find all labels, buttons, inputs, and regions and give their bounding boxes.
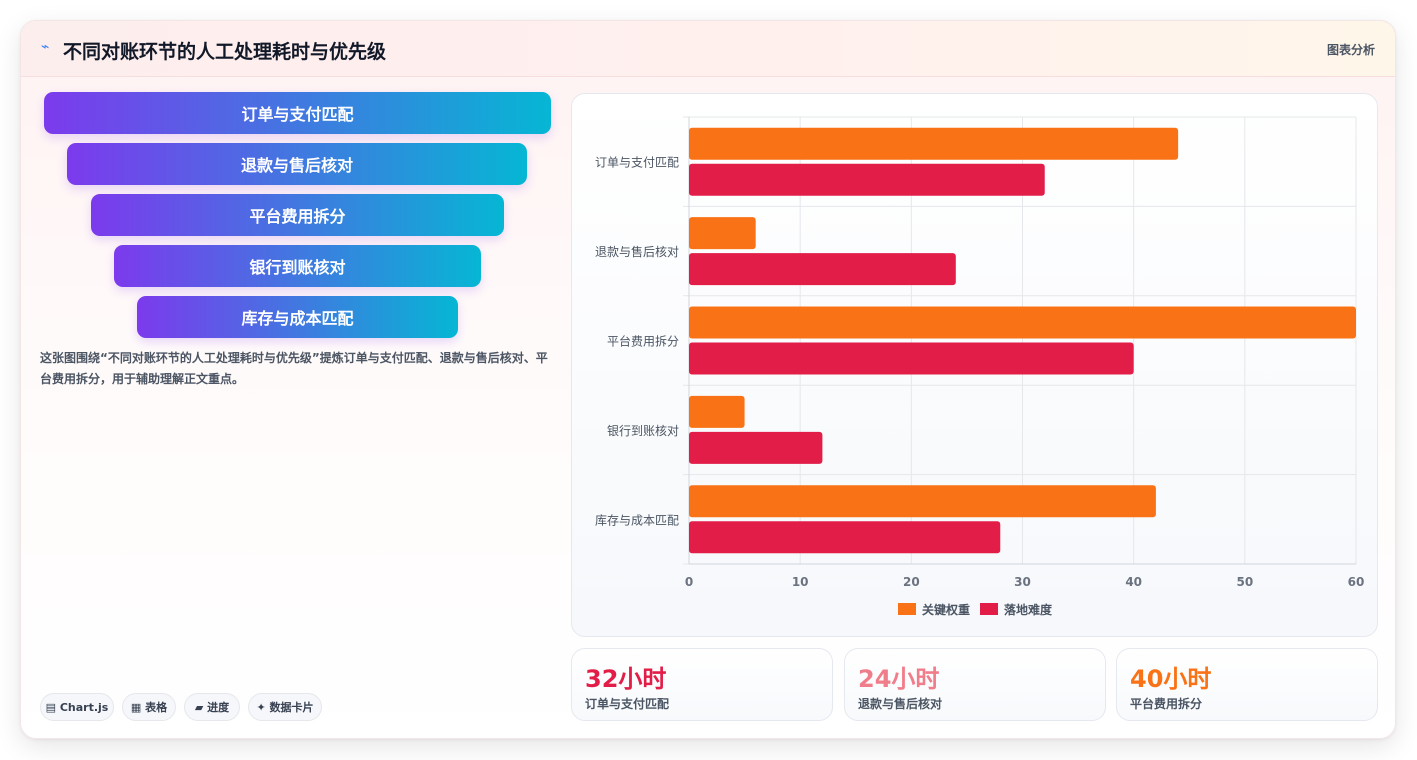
page-title: 不同对账环节的人工处理耗时与优先级 — [63, 41, 387, 63]
category-label: 退款与售后核对 — [595, 244, 679, 259]
funnel-step-5: 库存与成本匹配 — [137, 296, 458, 338]
bar-key-weight — [689, 127, 1179, 160]
bar-key-weight — [689, 217, 756, 250]
chart-panel: 订单与支付匹配 退款与售后核对平台费用拆分 银行到账核对库存与成本匹配 0 10 20 30… — [571, 93, 1378, 637]
category-label: 平台费用拆分 — [607, 334, 679, 349]
chart-description: 这张图围绕“不同对账环节的人工处理耗时与优先级”提炼订单与支付匹配、退款与售后核… — [40, 351, 548, 386]
x-tick-label: 50 — [1236, 575, 1253, 589]
bar-difficulty — [689, 163, 1045, 196]
legend-label: 关键权重 — [922, 602, 970, 617]
category-label: 银行到账核对 — [607, 424, 679, 438]
bar-key-weight — [689, 395, 745, 428]
bar-difficulty — [689, 253, 956, 286]
stat-label: 订单与支付匹配 — [585, 697, 670, 711]
bar-key-weight — [689, 306, 1356, 339]
bar-key-weight — [689, 485, 1156, 518]
chip-data-card[interactable]: ✦ 数据卡片 — [248, 693, 322, 721]
x-tick-label: 30 — [1014, 575, 1031, 589]
legend-swatch — [898, 603, 916, 615]
legend-label: 落地难度 — [1004, 602, 1053, 617]
x-tick-label: 20 — [903, 575, 920, 589]
stat-value: 40小时 — [1130, 665, 1212, 693]
category-label: 库存与成本匹配 — [595, 512, 679, 527]
funnel-step-3: 平台费用拆分 — [91, 194, 504, 236]
bar-difficulty — [689, 342, 1134, 375]
report-card: ⌁ 不同对账环节的人工处理耗时与优先级 图表分析 订单与支付匹配 退款与售后核对… — [20, 20, 1396, 739]
section-tag: 图表分析 — [1326, 43, 1375, 57]
chip-progress[interactable]: ▰ 进度 — [184, 693, 240, 721]
stat-label: 平台费用拆分 — [1130, 697, 1203, 711]
stat-value: 24小时 — [858, 665, 940, 693]
funnel-step-4: 银行到账核对 — [114, 245, 481, 287]
funnel-step-2: 退款与售后核对 — [67, 143, 527, 185]
category-label: 订单与支付匹配 — [595, 156, 679, 170]
x-tick-label: 10 — [792, 575, 809, 589]
stat-card-1: 32小时 订单与支付匹配 — [571, 648, 833, 721]
card-header: ⌁ 不同对账环节的人工处理耗时与优先级 图表分析 — [21, 21, 1395, 77]
bar-difficulty — [689, 431, 823, 464]
stat-card-3: 40小时 平台费用拆分 — [1116, 648, 1378, 721]
x-tick-label: 60 — [1348, 575, 1365, 589]
x-tick-label: 0 — [685, 575, 693, 589]
stat-value: 32小时 — [585, 665, 667, 693]
chip-table[interactable]: ▦ 表格 — [122, 693, 176, 721]
x-tick-label: 40 — [1125, 575, 1142, 589]
stat-card-2: 24小时 退款与售后核对 — [844, 648, 1106, 721]
bar-difficulty — [689, 521, 1001, 554]
chip-chartjs[interactable]: ▤ Chart.js — [40, 693, 114, 721]
stat-label: 退款与售后核对 — [858, 697, 943, 711]
funnel-step-1: 订单与支付匹配 — [44, 92, 551, 134]
pulse-icon: ⌁ — [41, 39, 50, 55]
legend-swatch — [980, 603, 998, 615]
